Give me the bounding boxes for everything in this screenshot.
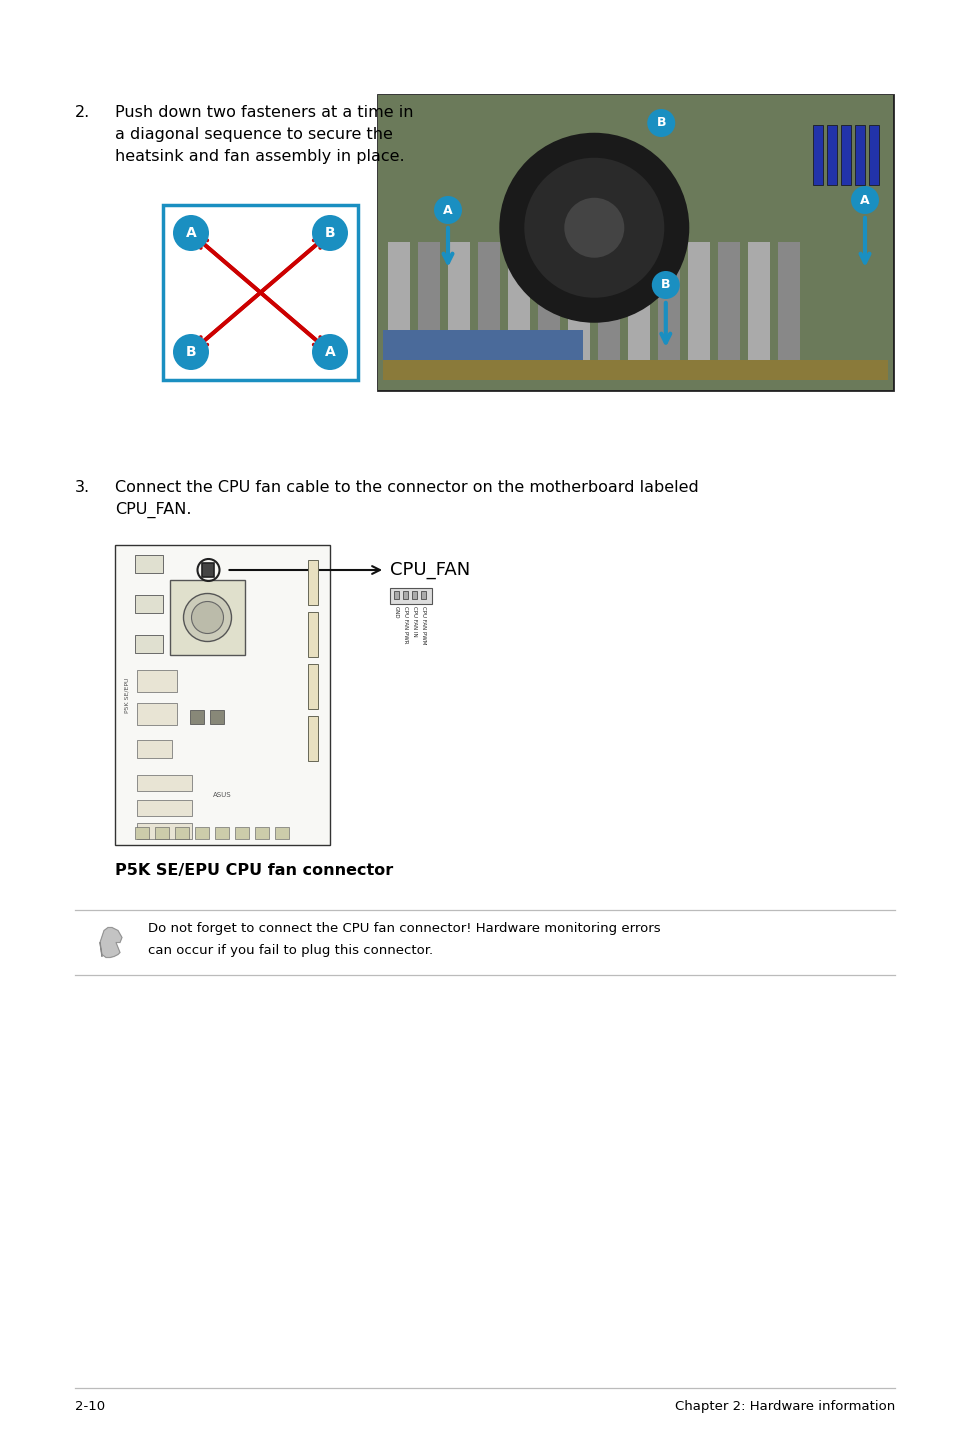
Text: CPU FAN IN: CPU FAN IN: [412, 605, 416, 637]
Circle shape: [172, 334, 209, 370]
Bar: [234, 827, 249, 838]
Text: 2.: 2.: [75, 105, 91, 119]
Text: A: A: [324, 345, 335, 360]
Circle shape: [564, 198, 623, 257]
Bar: [135, 595, 163, 613]
Circle shape: [850, 186, 878, 214]
Text: CPU FAN PWM: CPU FAN PWM: [420, 605, 426, 644]
Bar: [377, 95, 892, 390]
Text: A: A: [186, 226, 196, 240]
Bar: [137, 800, 192, 815]
Bar: [210, 710, 224, 723]
Bar: [115, 545, 330, 846]
Bar: [417, 242, 439, 380]
Polygon shape: [100, 928, 122, 958]
Text: a diagonal sequence to secure the: a diagonal sequence to secure the: [115, 127, 393, 142]
Text: P5K SE/EPU CPU fan connector: P5K SE/EPU CPU fan connector: [115, 863, 393, 879]
Circle shape: [524, 158, 663, 298]
Circle shape: [312, 216, 348, 252]
Bar: [394, 591, 398, 600]
Text: can occur if you fail to plug this connector.: can occur if you fail to plug this conne…: [148, 943, 433, 958]
Bar: [812, 125, 822, 186]
Bar: [718, 242, 740, 380]
Bar: [826, 125, 836, 186]
Text: Do not forget to connect the CPU fan connector! Hardware monitoring errors: Do not forget to connect the CPU fan con…: [148, 922, 659, 935]
Text: B: B: [660, 279, 670, 292]
Text: CPU FAN PWR: CPU FAN PWR: [402, 605, 408, 643]
Bar: [137, 703, 177, 725]
Bar: [135, 555, 163, 572]
Bar: [841, 125, 850, 186]
Text: CPU_FAN.: CPU_FAN.: [115, 502, 192, 518]
Bar: [658, 242, 679, 380]
Bar: [382, 360, 887, 380]
Bar: [137, 823, 192, 838]
Bar: [868, 125, 878, 186]
Text: B: B: [324, 226, 335, 240]
Bar: [214, 827, 229, 838]
Bar: [308, 613, 317, 657]
Bar: [390, 588, 432, 604]
Bar: [598, 242, 619, 380]
Bar: [747, 242, 769, 380]
Bar: [308, 664, 317, 709]
Circle shape: [183, 594, 232, 641]
Bar: [274, 827, 289, 838]
Bar: [420, 591, 426, 600]
Bar: [448, 242, 470, 380]
Bar: [687, 242, 709, 380]
Bar: [477, 242, 499, 380]
Circle shape: [498, 132, 689, 322]
Bar: [388, 242, 410, 380]
Text: heatsink and fan assembly in place.: heatsink and fan assembly in place.: [115, 150, 404, 164]
Text: ASUS: ASUS: [213, 792, 231, 798]
Text: GND: GND: [394, 605, 398, 618]
Bar: [174, 827, 189, 838]
Bar: [137, 741, 172, 758]
Bar: [402, 591, 408, 600]
Text: CPU_FAN: CPU_FAN: [390, 561, 470, 580]
Bar: [170, 580, 245, 654]
Bar: [135, 827, 149, 838]
Circle shape: [434, 196, 461, 224]
Bar: [202, 564, 214, 577]
Circle shape: [646, 109, 675, 137]
Bar: [163, 206, 357, 380]
Bar: [778, 242, 800, 380]
Circle shape: [651, 270, 679, 299]
Text: A: A: [860, 194, 869, 207]
Bar: [854, 125, 864, 186]
Bar: [137, 670, 177, 692]
Bar: [567, 242, 589, 380]
Bar: [627, 242, 649, 380]
Text: Connect the CPU fan cable to the connector on the motherboard labeled: Connect the CPU fan cable to the connect…: [115, 480, 698, 495]
Circle shape: [172, 216, 209, 252]
Bar: [190, 710, 204, 723]
Bar: [412, 591, 416, 600]
Bar: [537, 242, 559, 380]
Text: 2-10: 2-10: [75, 1401, 105, 1414]
Bar: [154, 827, 169, 838]
Text: Chapter 2: Hardware information: Chapter 2: Hardware information: [674, 1401, 894, 1414]
Text: Push down two fasteners at a time in: Push down two fasteners at a time in: [115, 105, 413, 119]
Bar: [382, 329, 582, 380]
Text: 3.: 3.: [75, 480, 90, 495]
Bar: [194, 827, 209, 838]
Bar: [507, 242, 530, 380]
Text: A: A: [443, 204, 453, 217]
Bar: [135, 636, 163, 653]
Text: B: B: [186, 345, 196, 360]
Bar: [308, 559, 317, 605]
Circle shape: [192, 601, 223, 634]
Text: B: B: [656, 116, 665, 129]
Bar: [308, 716, 317, 761]
Bar: [137, 775, 192, 791]
Bar: [377, 95, 892, 390]
Text: P5K SE/EPU: P5K SE/EPU: [125, 677, 130, 713]
Circle shape: [312, 334, 348, 370]
Bar: [254, 827, 269, 838]
